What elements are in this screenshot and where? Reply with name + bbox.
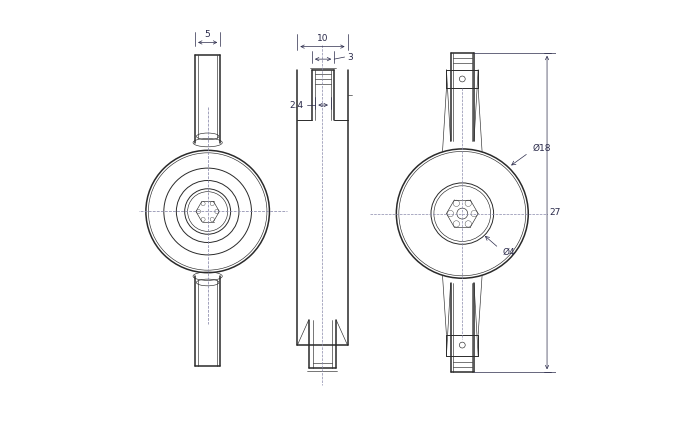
Text: Ø4: Ø4 [503, 248, 516, 257]
Text: 5: 5 [205, 30, 211, 39]
Text: 10: 10 [317, 34, 328, 43]
Text: 3: 3 [348, 52, 353, 61]
Text: 27: 27 [549, 208, 560, 217]
Text: Ø18: Ø18 [533, 144, 551, 153]
Text: 2.4: 2.4 [290, 101, 304, 110]
